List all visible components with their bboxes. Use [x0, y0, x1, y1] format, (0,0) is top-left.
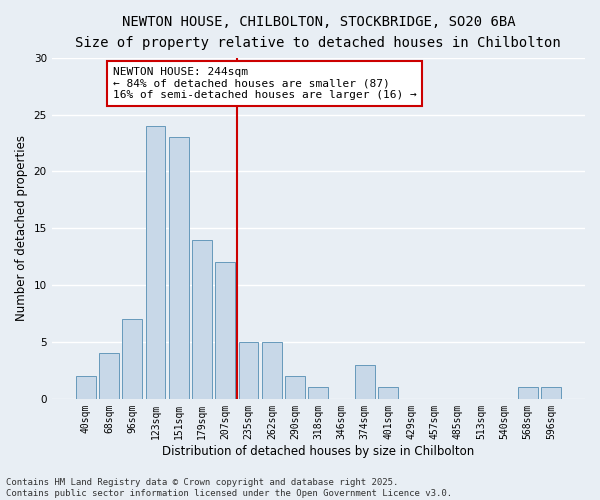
- Bar: [146, 126, 166, 399]
- Bar: [378, 388, 398, 399]
- Bar: [169, 138, 188, 399]
- Bar: [518, 388, 538, 399]
- Bar: [99, 354, 119, 399]
- Bar: [308, 388, 328, 399]
- X-axis label: Distribution of detached houses by size in Chilbolton: Distribution of detached houses by size …: [162, 444, 475, 458]
- Bar: [239, 342, 259, 399]
- Bar: [122, 319, 142, 399]
- Text: NEWTON HOUSE: 244sqm
← 84% of detached houses are smaller (87)
16% of semi-detac: NEWTON HOUSE: 244sqm ← 84% of detached h…: [113, 67, 416, 100]
- Bar: [76, 376, 95, 399]
- Y-axis label: Number of detached properties: Number of detached properties: [15, 136, 28, 322]
- Text: Contains HM Land Registry data © Crown copyright and database right 2025.
Contai: Contains HM Land Registry data © Crown c…: [6, 478, 452, 498]
- Bar: [541, 388, 561, 399]
- Bar: [262, 342, 282, 399]
- Bar: [192, 240, 212, 399]
- Bar: [215, 262, 235, 399]
- Bar: [285, 376, 305, 399]
- Bar: [355, 364, 375, 399]
- Title: NEWTON HOUSE, CHILBOLTON, STOCKBRIDGE, SO20 6BA
Size of property relative to det: NEWTON HOUSE, CHILBOLTON, STOCKBRIDGE, S…: [76, 15, 561, 50]
